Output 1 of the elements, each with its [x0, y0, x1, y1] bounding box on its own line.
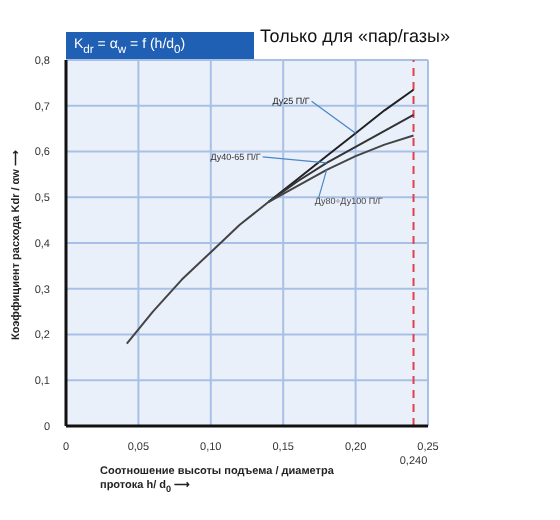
chart-subtitle: Только для «пар/газы»	[260, 26, 450, 46]
